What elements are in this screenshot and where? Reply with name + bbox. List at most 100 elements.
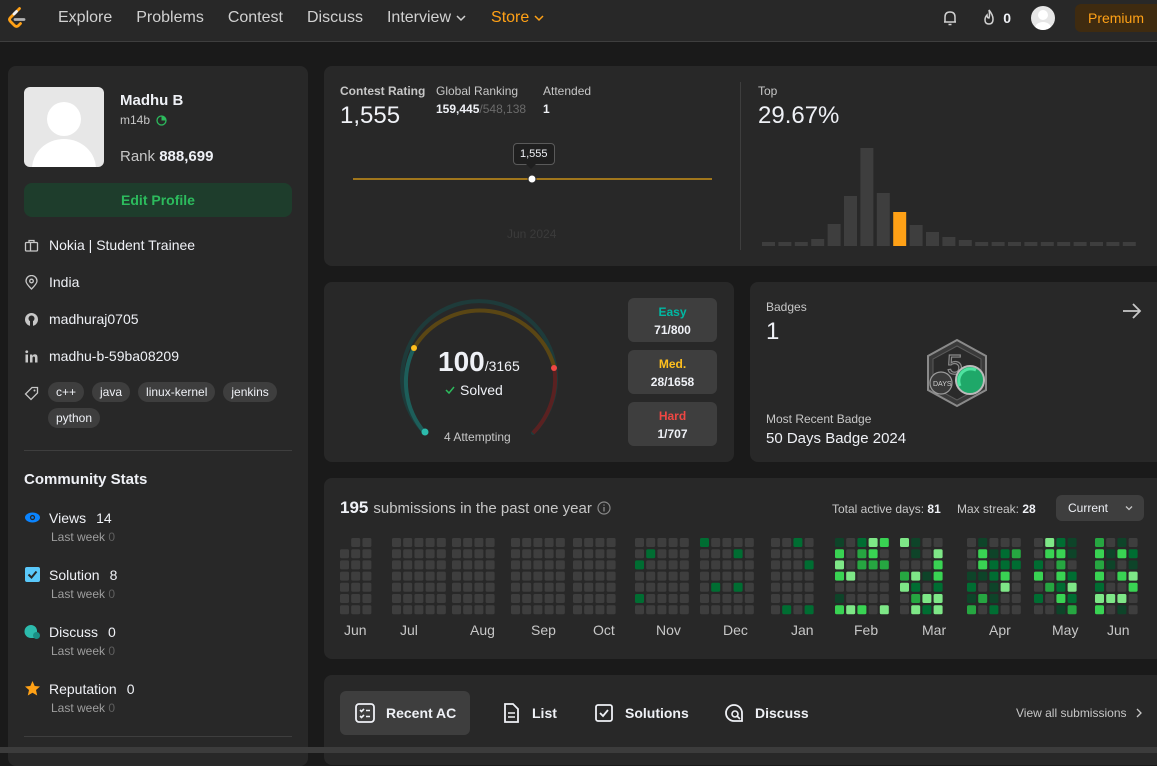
heatmap-day-cell[interactable] [1117, 605, 1127, 615]
heatmap-day-cell[interactable] [1128, 538, 1138, 547]
heatmap-day-cell[interactable] [835, 605, 844, 615]
heatmap-day-cell[interactable] [1117, 571, 1127, 581]
heatmap-day-cell[interactable] [1000, 549, 1010, 559]
heatmap-day-cell[interactable] [1106, 582, 1116, 592]
heatmap-day-cell[interactable] [744, 549, 754, 559]
heatmap-day-cell[interactable] [403, 594, 413, 603]
heatmap-day-cell[interactable] [771, 594, 780, 603]
heatmap-day-cell[interactable] [544, 538, 554, 547]
histogram-bar[interactable] [778, 242, 792, 246]
heatmap-day-cell[interactable] [392, 582, 401, 592]
heatmap-day-cell[interactable] [700, 594, 709, 603]
heatmap-day-cell[interactable] [782, 549, 792, 559]
heatmap-day-cell[interactable] [403, 560, 413, 570]
bell-icon[interactable] [941, 9, 959, 27]
heatmap-day-cell[interactable] [804, 582, 814, 592]
skill-tag[interactable]: java [92, 382, 131, 402]
heatmap-day-cell[interactable] [771, 605, 780, 615]
heatmap-day-cell[interactable] [1011, 571, 1021, 581]
heatmap-day-cell[interactable] [846, 538, 856, 547]
heatmap-day-cell[interactable] [978, 571, 988, 581]
heatmap-day-cell[interactable] [425, 549, 435, 559]
histogram-bar[interactable] [1090, 242, 1103, 246]
heatmap-day-cell[interactable] [340, 594, 349, 603]
heatmap-day-cell[interactable] [744, 594, 754, 603]
heatmap-day-cell[interactable] [804, 538, 814, 547]
heatmap-day-cell[interactable] [722, 605, 732, 615]
heatmap-day-cell[interactable] [485, 560, 495, 570]
heatmap-day-cell[interactable] [744, 605, 754, 615]
heatmap-day-cell[interactable] [711, 549, 721, 559]
heatmap-day-cell[interactable] [922, 605, 932, 615]
heatmap-day-cell[interactable] [722, 560, 732, 570]
heatmap-day-cell[interactable] [436, 605, 446, 615]
info-icon[interactable] [597, 501, 611, 515]
heatmap-day-cell[interactable] [351, 605, 361, 615]
tab-solutions[interactable]: Solutions [579, 691, 703, 735]
heatmap-day-cell[interactable] [544, 571, 554, 581]
heatmap-day-cell[interactable] [1067, 538, 1077, 547]
heatmap-day-cell[interactable] [733, 560, 743, 570]
heatmap-day-cell[interactable] [711, 582, 721, 592]
heatmap-day-cell[interactable] [835, 549, 844, 559]
user-avatar[interactable] [1030, 6, 1055, 30]
heatmap-day-cell[interactable] [722, 549, 732, 559]
heatmap-day-cell[interactable] [425, 605, 435, 615]
heatmap-day-cell[interactable] [362, 538, 372, 547]
heatmap-day-cell[interactable] [846, 594, 856, 603]
heatmap-day-cell[interactable] [1067, 571, 1077, 581]
histogram-bar[interactable] [893, 212, 907, 246]
heatmap-day-cell[interactable] [868, 538, 878, 547]
heatmap-day-cell[interactable] [595, 538, 605, 547]
histogram-bar[interactable] [860, 148, 874, 246]
heatmap-day-cell[interactable] [857, 582, 867, 592]
heatmap-day-cell[interactable] [1000, 582, 1010, 592]
heatmap-day-cell[interactable] [1034, 571, 1043, 581]
heatmap-day-cell[interactable] [793, 571, 803, 581]
heatmap-day-cell[interactable] [351, 560, 361, 570]
histogram-bar[interactable] [1073, 242, 1087, 246]
heatmap-day-cell[interactable] [657, 560, 667, 570]
heatmap-day-cell[interactable] [340, 571, 349, 581]
heatmap-day-cell[interactable] [793, 605, 803, 615]
histogram-bar[interactable] [1024, 242, 1038, 246]
heatmap-day-cell[interactable] [1095, 538, 1104, 547]
heatmap-day-cell[interactable] [835, 538, 844, 547]
heatmap-day-cell[interactable] [463, 594, 473, 603]
heatmap-day-cell[interactable] [733, 594, 743, 603]
heatmap-day-cell[interactable] [1106, 571, 1116, 581]
heatmap-day-cell[interactable] [362, 549, 372, 559]
heatmap-day-cell[interactable] [474, 549, 484, 559]
linkedin-text[interactable]: madhu-b-59ba08209 [49, 348, 179, 364]
heatmap-day-cell[interactable] [879, 560, 889, 570]
github-text[interactable]: madhuraj0705 [49, 311, 139, 327]
heatmap-day-cell[interactable] [967, 594, 976, 603]
heatmap-day-cell[interactable] [933, 605, 943, 615]
heatmap-day-cell[interactable] [868, 560, 878, 570]
nav-contest[interactable]: Contest [227, 9, 283, 26]
heatmap-day-cell[interactable] [879, 605, 889, 615]
heatmap-day-cell[interactable] [782, 571, 792, 581]
heatmap-day-cell[interactable] [452, 594, 461, 603]
heatmap-day-cell[interactable] [1128, 560, 1138, 570]
histogram-bar[interactable] [844, 196, 857, 246]
heatmap-day-cell[interactable] [452, 549, 461, 559]
heatmap-day-cell[interactable] [555, 571, 565, 581]
heatmap-day-cell[interactable] [1056, 582, 1066, 592]
heatmap-day-cell[interactable] [922, 560, 932, 570]
heatmap-day-cell[interactable] [414, 571, 424, 581]
heatmap-day-cell[interactable] [573, 571, 582, 581]
histogram-bar[interactable] [794, 242, 808, 246]
heatmap-day-cell[interactable] [857, 538, 867, 547]
heatmap-day-cell[interactable] [733, 538, 743, 547]
heatmap-day-cell[interactable] [1117, 538, 1127, 547]
heatmap-day-cell[interactable] [868, 549, 878, 559]
histogram-bar[interactable] [876, 193, 890, 246]
heatmap-day-cell[interactable] [900, 571, 909, 581]
heatmap-day-cell[interactable] [846, 549, 856, 559]
heatmap-day-cell[interactable] [425, 582, 435, 592]
heatmap-day-cell[interactable] [782, 594, 792, 603]
heatmap-day-cell[interactable] [679, 571, 689, 581]
heatmap-day-cell[interactable] [782, 582, 792, 592]
heatmap-day-cell[interactable] [978, 538, 988, 547]
